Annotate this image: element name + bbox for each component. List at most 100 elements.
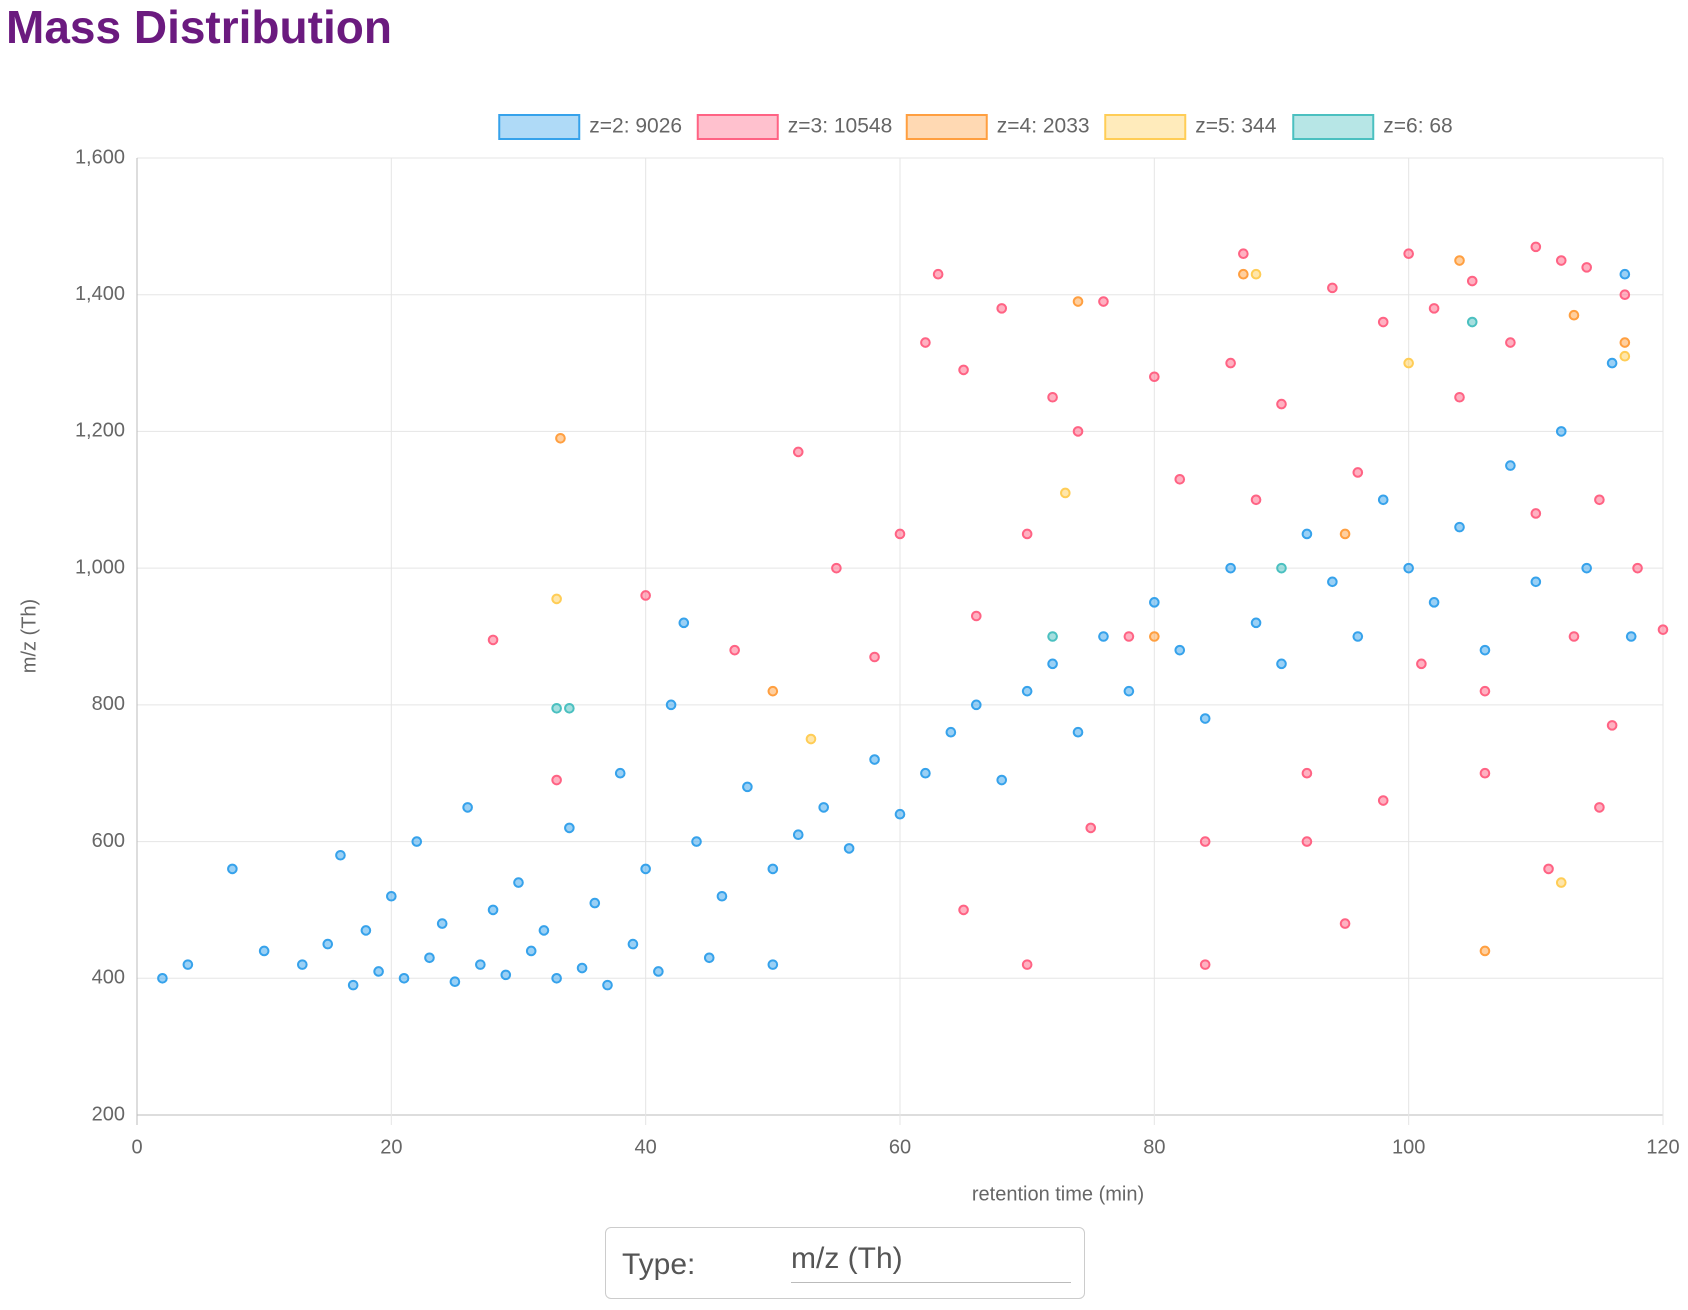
y-tick-label: 400 [92,967,125,989]
data-point [1276,658,1287,670]
data-point [1479,644,1491,656]
data-point [1377,795,1389,806]
data-point [487,634,499,646]
data-point [1352,631,1364,642]
x-tick-label: 80 [1143,1136,1165,1158]
y-tick-label: 1,400 [75,283,125,305]
data-point [1594,802,1605,813]
x-tick-label: 0 [131,1136,142,1158]
legend-swatch [498,114,581,140]
data-point [1021,685,1033,697]
data-point [564,822,575,834]
data-point [831,562,842,574]
data-point [576,962,588,974]
data-point [1581,262,1592,273]
data-point [386,890,397,902]
data-point [1123,685,1135,697]
data-point [1047,658,1058,670]
data-point [1479,685,1491,697]
data-point [1072,426,1084,437]
data-point [157,972,168,984]
type-select[interactable]: Type: m/z (Th) [605,1227,1085,1299]
data-point [1632,562,1643,574]
data-point [1276,398,1287,410]
data-point [1199,836,1211,847]
data-point [627,938,639,950]
data-point [1098,631,1109,642]
legend-label: z=2: 9026 [589,115,682,138]
x-tick-label: 120 [1646,1136,1679,1158]
data-point [920,337,931,348]
data-point [551,972,562,984]
data-point [1625,631,1637,642]
data-point [1327,282,1338,294]
data-point [1530,576,1542,588]
data-point [1479,945,1491,957]
data-point [1174,473,1186,485]
type-value[interactable]: m/z (Th) [791,1242,1071,1283]
x-tick-label: 40 [635,1136,657,1158]
data-point [1403,248,1414,259]
data-point [551,593,562,605]
data-point [1225,562,1236,574]
data-point [1606,357,1618,369]
data-point [1594,494,1605,506]
data-point [894,528,906,540]
data-point [500,969,512,981]
data-point [1505,460,1516,471]
data-point [614,767,626,779]
data-point [475,959,486,970]
legend-swatch [1292,114,1375,140]
data-point [1505,337,1516,348]
data-point [1060,487,1071,499]
data-point [1199,959,1211,970]
data-point [589,897,601,909]
type-label: Type: [622,1248,696,1281]
y-tick-label: 800 [92,693,125,715]
data-point [1403,357,1414,369]
data-point [996,774,1008,786]
data-point [1428,303,1440,314]
legend-label: z=4: 2033 [997,115,1090,138]
y-tick-label: 1,200 [75,420,125,442]
data-point [1568,631,1580,642]
data-point [373,966,384,977]
legend-label: z=5: 344 [1195,115,1276,138]
data-point [1619,268,1631,280]
data-point [1301,528,1313,540]
data-point [653,966,664,977]
data-point [1301,836,1313,847]
x-axis-label: retention time (min) [972,1183,1144,1205]
data-point [1327,576,1338,588]
data-point [297,959,308,970]
data-point [703,952,715,964]
data-point [551,774,562,786]
data-point [767,959,779,970]
legend-swatch [1104,114,1187,140]
data-point [1581,562,1592,574]
legend-swatch [696,114,779,140]
data-point [665,699,677,711]
data-point [958,904,969,916]
data-point [958,364,969,376]
data-point [335,849,346,861]
data-point [1021,959,1033,970]
data-point [1619,337,1631,348]
legend-item: z=5: 344 [1104,114,1277,140]
data-point [640,590,651,601]
data-point [932,268,944,280]
data-point [1149,631,1160,642]
data-point [792,829,804,841]
data-point [462,802,473,813]
data-point [792,446,804,458]
data-point [945,726,957,738]
data-point [691,836,702,847]
data-point [869,651,880,663]
x-tick-label: 60 [889,1136,911,1158]
data-point [1149,597,1160,608]
data-point [1555,426,1567,437]
data-point [1123,631,1135,642]
y-axis-label: m/z (Th) [18,599,40,673]
data-point [1352,467,1364,478]
data-point [487,904,499,916]
